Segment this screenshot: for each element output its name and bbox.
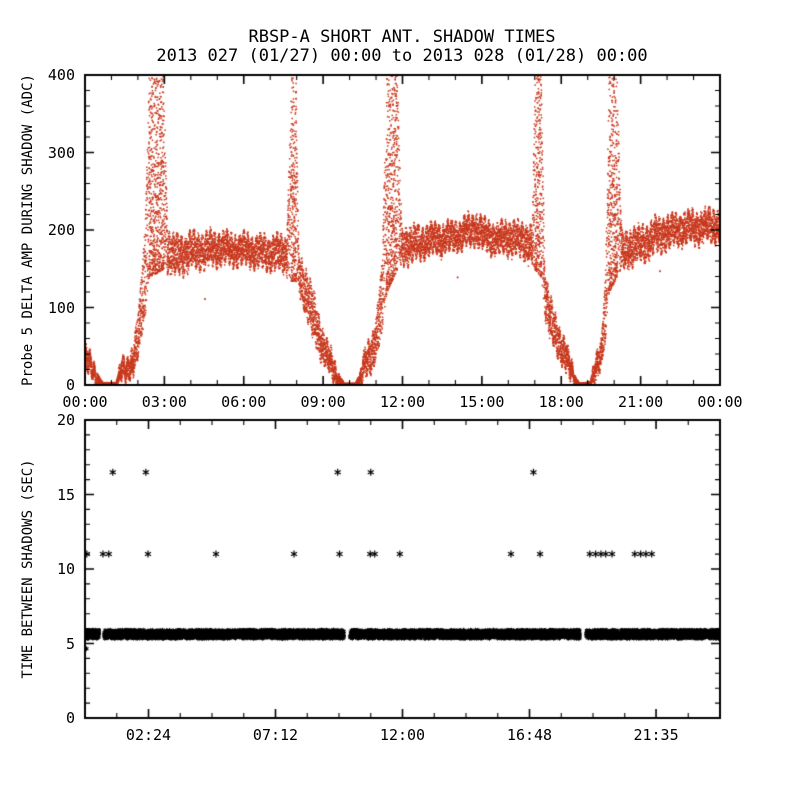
x-tick-label: 07:12 <box>252 726 299 744</box>
x-tick-label: 16:48 <box>506 726 553 744</box>
y-tick-label: 15 <box>56 485 75 504</box>
x-tick-label: 12:00 <box>379 393 426 411</box>
y-tick-label: 0 <box>65 376 75 394</box>
y-tick-label: 400 <box>47 66 75 84</box>
y-tick-label: 200 <box>47 221 75 239</box>
y-tick-label: 100 <box>47 298 75 317</box>
x-tick-label: 02:24 <box>125 726 172 744</box>
x-tick-label: 06:00 <box>221 393 267 411</box>
x-tick-label: 12:00 <box>379 726 426 744</box>
x-tick-label: 00:00 <box>62 393 108 411</box>
y-tick-label: 10 <box>56 560 75 578</box>
y-tick-label: 0 <box>65 709 75 727</box>
y-tick-label: 20 <box>56 411 75 429</box>
chart-title: RBSP-A SHORT ANT. SHADOW TIMES <box>248 27 556 47</box>
x-tick-label: 21:35 <box>633 726 679 744</box>
x-tick-label: 18:00 <box>538 393 584 411</box>
x-tick-label: 09:00 <box>300 393 346 411</box>
x-tick-label: 21:00 <box>618 393 664 411</box>
chart-subtitle: 2013 027 (01/27) 00:00 to 2013 028 (01/2… <box>156 46 648 66</box>
x-tick-label: 15:00 <box>459 393 505 411</box>
x-tick-label: 00:00 <box>697 393 743 411</box>
y-tick-label: 5 <box>65 634 75 653</box>
y-tick-label: 300 <box>47 143 75 162</box>
x-tick-label: 03:00 <box>141 393 187 411</box>
